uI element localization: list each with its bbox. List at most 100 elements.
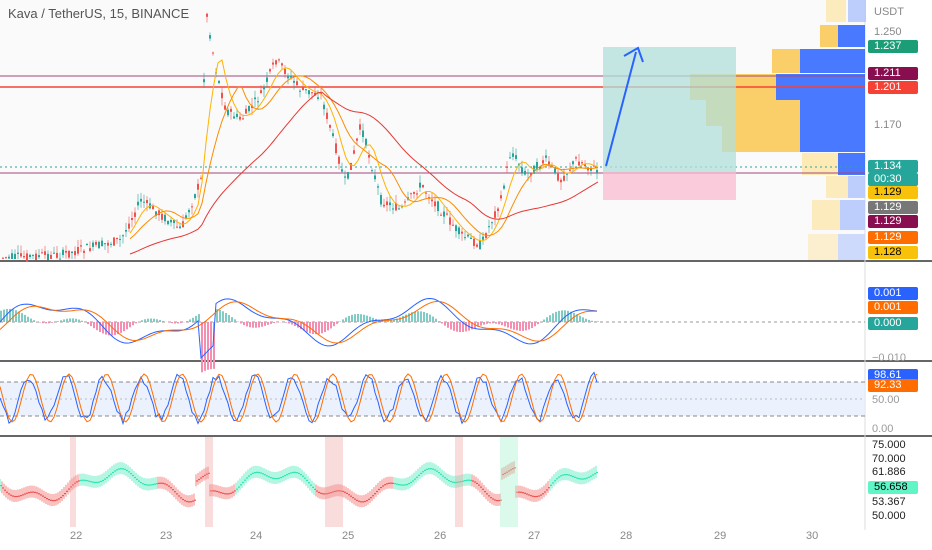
rsi-line-segment [120,468,122,470]
symbol-title[interactable]: Kava / TetherUS, 15, BINANCE [8,6,190,21]
candle-body [494,211,496,218]
rsi-line-segment [144,483,146,486]
rsi-line-segment [542,493,544,495]
macd-value-tag: 0.000 [868,317,918,330]
rsi-line-segment [156,483,158,485]
macd-histogram-bar [6,309,8,322]
rsi-line-segment [566,474,568,476]
macd-histogram-bar [552,313,554,322]
ema-mid-line [129,75,599,240]
candle-body [191,206,193,208]
rsi-line-segment [296,472,298,474]
volume-profile-bar [838,234,865,260]
rsi-line-segment [174,491,176,493]
candle-body [392,208,394,210]
rsi-line-segment [446,478,448,480]
rsi-line-segment [394,483,396,485]
rsi-line-segment [96,481,98,484]
macd-histogram-bar [423,311,425,322]
macd-histogram-bar [459,322,461,333]
macd-histogram-bar [432,316,434,322]
candle-body [143,201,145,203]
candle-body [305,89,307,91]
candle-body [167,220,169,225]
rsi-line-segment [450,480,452,483]
macd-histogram-bar [264,322,266,326]
macd-histogram-bar [519,322,521,331]
rsi-line-segment [428,468,430,470]
macd-histogram-bar [249,322,251,328]
candle-body [329,124,331,128]
rsi-line-segment [478,484,480,486]
candle-body [596,169,598,173]
macd-bottom-label: −0.010 [872,352,906,364]
rsi-line-segment [232,491,234,493]
macd-histogram-bar [111,322,113,336]
candle-body [8,256,10,259]
macd-histogram-bar [585,318,587,322]
macd-histogram-bar [522,322,524,331]
rsi-line-segment [278,477,280,479]
rsi-line-segment [142,483,144,485]
macd-histogram-bar [480,322,482,326]
macd-histogram-bar [504,322,506,327]
rsi-line-segment [106,476,108,479]
candle-body [542,160,544,164]
rsi-line-segment [532,495,534,497]
macd-histogram-bar [57,321,59,322]
rsi-line-segment [346,492,348,494]
price-tag: 1.201 [868,81,918,94]
candle-body [431,199,433,202]
rsi-line-segment [372,495,374,497]
rsi-line-segment [480,486,482,488]
macd-histogram-bar [189,319,191,322]
macd-histogram-bar [237,321,239,322]
macd-histogram-bar [387,320,389,322]
rsi-line-segment [4,489,6,491]
candle-body [482,236,484,240]
macd-histogram-bar [66,318,68,322]
price-tag: 1.134 [868,160,918,173]
candle-body [107,242,109,246]
candle-body [353,150,355,154]
macd-histogram-bar [363,314,365,322]
rsi-line-segment [448,479,450,482]
rsi-line-segment [116,469,118,471]
rsi-line-segment [280,476,282,479]
candle-body [59,258,61,260]
candle-body [368,155,370,158]
volume-profile-bar [826,176,848,198]
rsi-line-segment [454,481,456,484]
macd-histogram-bar [171,322,173,324]
candle-body [266,77,268,82]
rsi-line-segment [564,474,566,476]
macd-histogram-bar [90,322,92,327]
stoch-value-tag: 92.33 [868,379,918,392]
candle-body [383,204,385,207]
macd-histogram-bar [396,318,398,322]
candle-body [137,201,139,206]
candle-body [422,184,424,188]
rsi-line-segment [70,486,72,488]
rsi-line-segment [568,474,570,476]
candle-body [434,201,436,207]
rsi-line-segment [488,495,490,497]
macd-histogram-bar [444,322,446,326]
macd-histogram-bar [270,322,272,324]
rsi-highlight-band [455,437,463,527]
rsi-line-segment [434,469,436,471]
rsi-line-segment [472,480,474,482]
rsi-line-segment [80,479,82,481]
macd-histogram-bar [348,315,350,322]
rsi-line-segment [122,468,124,470]
macd-histogram-bar [420,311,422,322]
macd-histogram-bar [15,310,17,322]
rsi-line-segment [332,491,334,493]
candle-body [464,237,466,239]
rsi-line-segment [90,481,92,483]
price-tag: 1.211 [868,67,918,80]
price-tag: 1.128 [868,246,918,259]
rsi-line-segment [442,475,444,477]
macd-histogram-bar [21,313,23,322]
